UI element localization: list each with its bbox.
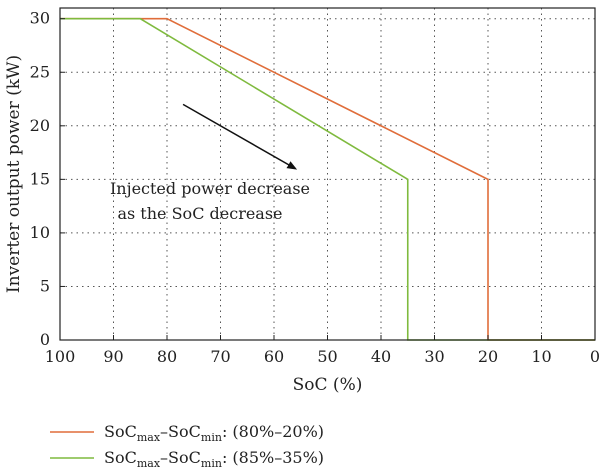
annotation-line-2: as the SoC decrease (117, 204, 282, 223)
y-tick-label: 30 (30, 9, 50, 28)
y-tick-label: 15 (30, 169, 50, 188)
x-tick-label: 50 (317, 347, 337, 366)
x-tick-label: 0 (590, 347, 600, 366)
x-tick-label: 70 (210, 347, 230, 366)
grid-lines (60, 8, 595, 340)
x-axis-ticks: 100 90 80 70 60 50 40 30 20 10 0 (45, 335, 600, 366)
y-tick-label: 20 (30, 116, 50, 135)
y-tick-label: 0 (40, 330, 50, 349)
legend-label-1: SoCmax–SoCmin: (80%–20%) (104, 422, 324, 444)
y-axis-ticks: 0 5 10 15 20 25 30 (30, 9, 65, 349)
y-tick-label: 5 (40, 276, 50, 295)
x-tick-label: 10 (531, 347, 551, 366)
y-tick-label: 10 (30, 223, 50, 242)
x-tick-label: 80 (157, 347, 177, 366)
legend-label-2: SoCmax–SoCmin: (85%–35%) (104, 448, 324, 470)
x-tick-label: 60 (264, 347, 284, 366)
x-tick-label: 90 (103, 347, 123, 366)
x-axis-label: SoC (%) (293, 375, 363, 395)
annotation-arrow (182, 103, 298, 170)
x-tick-label: 100 (45, 347, 76, 366)
x-tick-label: 30 (424, 347, 444, 366)
y-tick-label: 25 (30, 62, 50, 81)
legend: SoCmax–SoCmin: (80%–20%) SoCmax–SoCmin: (… (50, 422, 324, 470)
x-tick-label: 40 (371, 347, 391, 366)
annotation-line-1: Injected power decrease (110, 179, 310, 198)
annotation: Injected power decrease as the SoC decre… (110, 103, 310, 223)
x-tick-label: 20 (478, 347, 498, 366)
y-axis-label: Inverter output power (kW) (4, 55, 24, 293)
